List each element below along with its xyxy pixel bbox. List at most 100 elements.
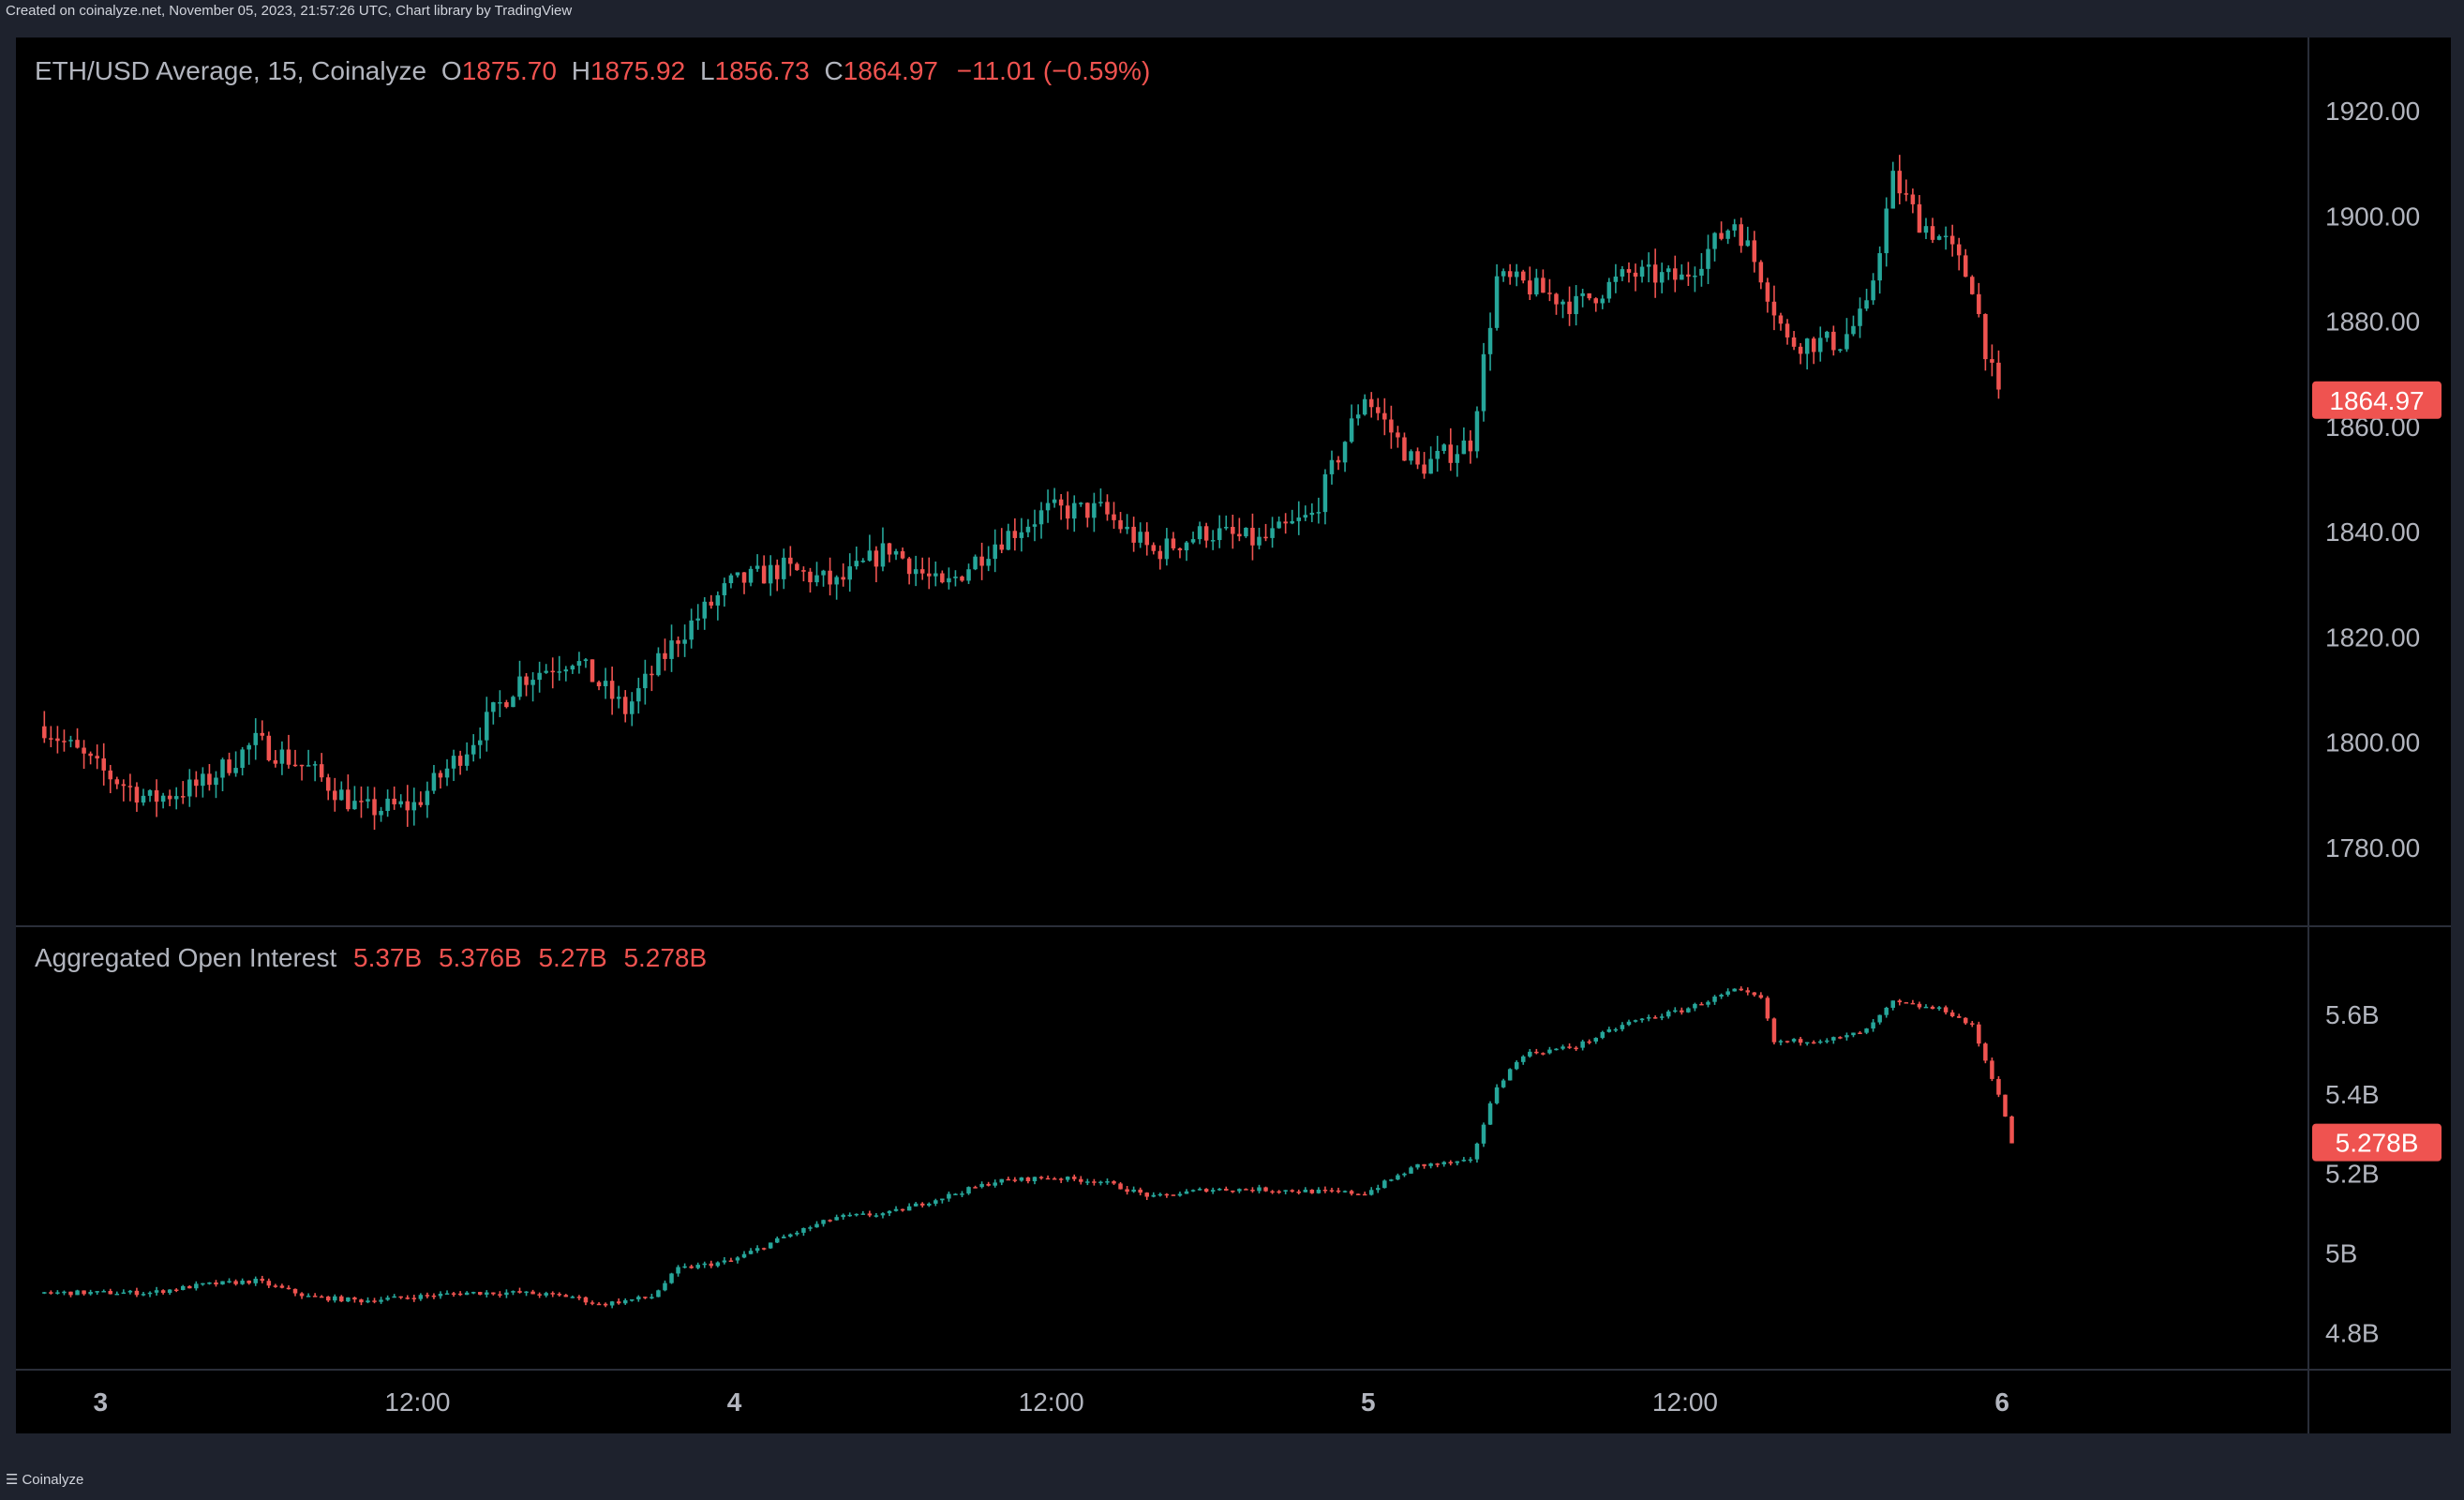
oi-candle xyxy=(933,1200,938,1204)
oi-candle xyxy=(1706,1001,1710,1005)
price-candle xyxy=(576,661,582,667)
price-candle xyxy=(1296,518,1302,521)
price-candle xyxy=(1633,272,1638,278)
x-tick-label: 5 xyxy=(1361,1388,1376,1417)
price-candle xyxy=(1587,292,1591,299)
oi-candle xyxy=(630,1299,635,1301)
oi-candle xyxy=(405,1298,411,1299)
price-candle xyxy=(1052,499,1057,503)
price-candle xyxy=(292,764,298,767)
price-candle xyxy=(1237,533,1242,537)
oi-candle xyxy=(325,1297,331,1301)
oi-candle xyxy=(470,1292,476,1294)
price-candle xyxy=(1785,323,1790,338)
oi-y-tick-label: 5.6B xyxy=(2325,1000,2380,1029)
price-candle xyxy=(887,543,892,555)
menu-icon[interactable]: ☰ xyxy=(6,1472,19,1488)
price-candle xyxy=(1693,276,1697,278)
oi-candle xyxy=(438,1293,443,1297)
price-candle xyxy=(154,789,159,802)
oi-candle xyxy=(544,1293,548,1296)
oi-candle xyxy=(286,1287,291,1290)
price-candle xyxy=(517,676,522,698)
price-candle xyxy=(722,583,727,595)
price-candle xyxy=(774,564,780,579)
price-candle xyxy=(656,652,661,676)
price-symbol: ETH/USD Average, 15, Coinalyze xyxy=(35,56,427,85)
oi-candle xyxy=(1171,1194,1176,1196)
oi-candle xyxy=(1474,1143,1480,1160)
oi-candle xyxy=(1244,1189,1248,1191)
price-candle xyxy=(1541,278,1546,293)
price-candle xyxy=(966,569,971,581)
oi-candle xyxy=(1277,1191,1281,1193)
header-caption: Created on coinalyze.net, November 05, 2… xyxy=(6,3,573,19)
price-candle xyxy=(999,544,1005,550)
price-candle xyxy=(1554,293,1559,305)
oi-candle xyxy=(1217,1189,1222,1191)
price-candle xyxy=(385,798,390,811)
oi-candle xyxy=(788,1234,793,1238)
oi-close-value: 5.278B xyxy=(623,943,708,972)
price-candle xyxy=(590,659,595,682)
oi-candle xyxy=(233,1281,238,1284)
oi-candle xyxy=(795,1232,799,1235)
price-candle xyxy=(1474,411,1480,452)
price-candle xyxy=(1831,331,1836,351)
oi-candle xyxy=(860,1213,866,1215)
oi-candle xyxy=(1521,1056,1526,1062)
price-candle xyxy=(979,556,984,566)
oi-candle xyxy=(1844,1035,1849,1038)
price-candle xyxy=(260,732,265,736)
oi-candle xyxy=(715,1262,721,1267)
price-candle xyxy=(1818,338,1823,352)
price-candle xyxy=(1105,502,1110,515)
price-candle xyxy=(1389,419,1394,433)
price-candle xyxy=(1376,407,1381,413)
oi-y-tick-label: 5.4B xyxy=(2325,1080,2380,1109)
oi-candle xyxy=(227,1281,231,1282)
price-candle xyxy=(180,796,186,798)
oi-candle xyxy=(576,1297,582,1298)
price-candle xyxy=(1362,398,1367,415)
oi-candle xyxy=(754,1248,760,1252)
oi-candle xyxy=(194,1283,199,1289)
price-candle xyxy=(663,652,667,659)
price-candle xyxy=(425,790,430,805)
chart-canvas[interactable]: 3 12:00 4 12:00 5 12:00 6 1920.00 1900.00 1880.00… xyxy=(16,38,2451,1433)
oi-candle xyxy=(1105,1181,1110,1183)
chart-frame[interactable]: 3 12:00 4 12:00 5 12:00 6 1920.00 1900.00 1880.00… xyxy=(16,38,2451,1433)
price-candle xyxy=(359,801,364,802)
price-candle xyxy=(782,557,786,579)
oi-candle xyxy=(650,1297,654,1298)
price-candle xyxy=(55,738,60,742)
price-candle xyxy=(947,578,951,583)
oi-candle xyxy=(1686,1008,1691,1012)
oi-candle xyxy=(557,1294,562,1296)
price-candle xyxy=(1884,208,1889,254)
oi-candle xyxy=(1448,1162,1454,1163)
price-candle xyxy=(1092,502,1097,518)
oi-candle xyxy=(874,1215,879,1217)
price-candle xyxy=(821,570,826,576)
price-candle xyxy=(1665,268,1671,273)
price-candle xyxy=(127,786,133,788)
price-candle xyxy=(1329,459,1335,474)
price-candle xyxy=(1355,414,1361,419)
low-value: 1856.73 xyxy=(714,56,810,85)
price-candle xyxy=(504,702,509,708)
oi-candle xyxy=(352,1298,357,1300)
price-candle xyxy=(1949,235,1955,245)
price-candle xyxy=(1290,520,1294,524)
price-candle xyxy=(1930,226,1935,240)
oi-candle xyxy=(75,1290,80,1296)
price-candle xyxy=(788,557,793,564)
price-candle xyxy=(993,544,997,560)
oi-candle xyxy=(1923,1006,1929,1009)
price-candle xyxy=(1639,266,1645,278)
price-candle xyxy=(88,753,93,757)
price-candle xyxy=(398,801,403,804)
x-tick-label: 3 xyxy=(94,1388,109,1417)
price-candle xyxy=(352,801,357,810)
oi-candle xyxy=(622,1299,628,1304)
